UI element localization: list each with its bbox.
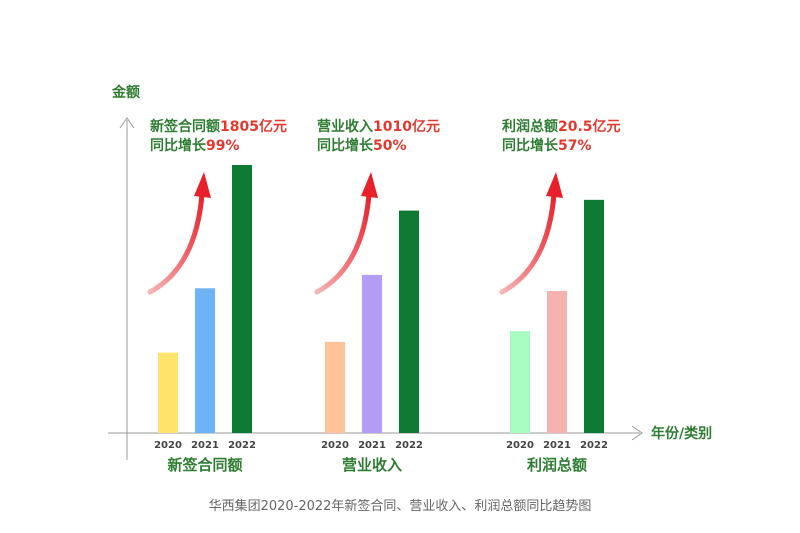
annotation-prefix: 营业收入	[317, 118, 373, 135]
bar	[362, 274, 382, 433]
annotation-prefix: 同比增长	[502, 137, 559, 154]
annotation-line-1: 利润总额20.5亿元	[502, 118, 621, 135]
annotation-line-1: 营业收入1010亿元	[317, 118, 440, 135]
bar	[325, 341, 345, 433]
annotation-prefix: 同比增长	[150, 137, 207, 154]
annotation-value: 1010亿元	[373, 118, 440, 135]
annotation-value: 57%	[558, 138, 592, 154]
y-axis-label: 金额	[111, 84, 140, 101]
growth-arrow-head	[361, 172, 378, 198]
annotation-prefix: 利润总额	[502, 118, 558, 135]
annotation-line-1: 新签合同额1805亿元	[150, 118, 287, 135]
group-label: 营业收入	[342, 456, 402, 474]
chart-caption: 华西集团2020-2022年新签合同、营业收入、利润总额同比趋势图	[209, 498, 592, 514]
bar	[510, 331, 530, 433]
annotation-value: 1805亿元	[220, 118, 287, 135]
x-tick-label: 2020	[154, 440, 182, 451]
x-tick-label: 2021	[358, 440, 386, 451]
x-tick-label: 2021	[191, 440, 219, 451]
bar	[195, 288, 215, 433]
y-axis-arrow	[119, 117, 135, 129]
x-axis-label: 年份/类别	[651, 425, 712, 442]
x-tick-label: 2020	[321, 440, 349, 451]
group-label: 新签合同额	[167, 456, 242, 474]
x-axis-arrow	[631, 425, 643, 441]
annotation-prefix: 新签合同额	[150, 118, 220, 135]
growth-arrow-head	[546, 172, 563, 198]
bar	[232, 165, 252, 433]
growth-arrow	[314, 191, 372, 295]
annotation-prefix: 同比增长	[317, 137, 374, 154]
annotation-value: 50%	[373, 138, 407, 154]
bar	[547, 290, 567, 433]
x-tick-label: 2022	[395, 440, 423, 451]
x-tick-label: 2022	[580, 440, 608, 451]
growth-arrow	[499, 191, 557, 295]
x-tick-label: 2022	[228, 440, 256, 451]
growth-arrow-head	[194, 172, 211, 198]
annotation-value: 99%	[206, 138, 240, 154]
group-label: 利润总额	[527, 456, 587, 474]
annotation-line-2: 同比增长99%	[150, 137, 240, 154]
bar	[158, 352, 178, 433]
bar	[399, 210, 419, 433]
x-tick-label: 2020	[506, 440, 534, 451]
growth-arrow	[147, 191, 205, 295]
bar	[584, 199, 604, 433]
x-tick-label: 2021	[543, 440, 571, 451]
annotation-line-2: 同比增长57%	[502, 137, 592, 154]
annotation-line-2: 同比增长50%	[317, 137, 407, 154]
annotation-value: 20.5亿元	[558, 118, 621, 135]
